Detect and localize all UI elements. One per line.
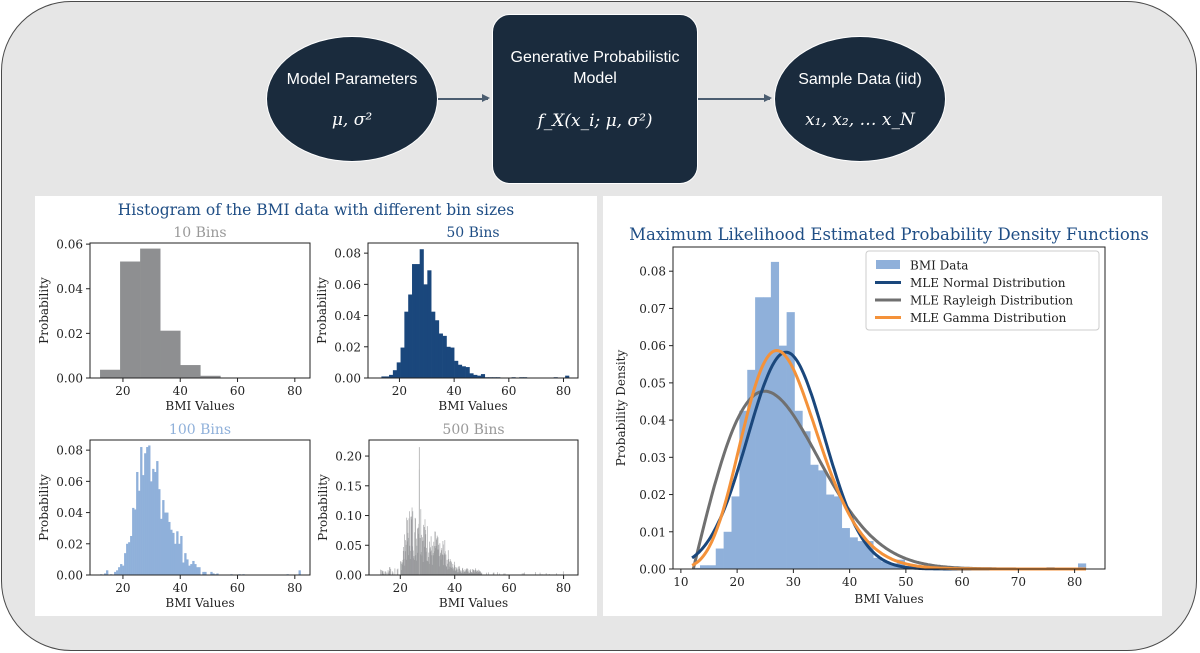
svg-text:BMI Values: BMI Values bbox=[165, 399, 234, 413]
generative-model-label-line2: Model bbox=[573, 70, 617, 87]
generative-model-math: f_X(x_i; μ, σ²) bbox=[537, 111, 653, 131]
svg-text:BMI Values: BMI Values bbox=[854, 592, 923, 606]
svg-text:10 Bins: 10 Bins bbox=[173, 225, 226, 241]
svg-text:500 Bins: 500 Bins bbox=[442, 422, 504, 438]
mle-chart: Maximum Likelihood Estimated Probability… bbox=[614, 225, 1149, 606]
svg-text:0.04: 0.04 bbox=[334, 309, 361, 323]
histogram-panel: Histogram of the BMI data with different… bbox=[35, 196, 597, 616]
histogram-100-bins: 20 40 60 80 0.00 0.02 0.04 0.06 0.08 BMI Values Pr… bbox=[37, 422, 311, 610]
svg-text:BMI Data: BMI Data bbox=[910, 259, 968, 273]
sample-data-math: x₁, x₂, … x_N bbox=[805, 109, 915, 130]
svg-text:0.06: 0.06 bbox=[56, 238, 83, 252]
svg-text:0.03: 0.03 bbox=[639, 451, 666, 465]
svg-text:0.00: 0.00 bbox=[334, 372, 361, 386]
svg-text:0.02: 0.02 bbox=[639, 488, 666, 502]
histogram-panel-title: Histogram of the BMI data with different… bbox=[118, 201, 515, 219]
svg-text:0.05: 0.05 bbox=[335, 539, 362, 553]
model-parameters-math: μ, σ² bbox=[331, 109, 373, 130]
svg-text:BMI Values: BMI Values bbox=[438, 399, 507, 413]
arrow-model-to-samples bbox=[698, 95, 772, 101]
svg-text:0.08: 0.08 bbox=[56, 444, 83, 458]
svg-text:MLE Gamma Distribution: MLE Gamma Distribution bbox=[910, 311, 1067, 325]
svg-text:40: 40 bbox=[173, 581, 188, 595]
svg-text:0.06: 0.06 bbox=[639, 339, 666, 353]
svg-text:Probability: Probability bbox=[37, 277, 51, 344]
svg-text:60: 60 bbox=[954, 575, 969, 589]
mle-pdf-plot: 10 20 30 40 50 60 70 80 0.00 0.01 0.02 0.03 0.04 0.05… bbox=[614, 246, 1106, 606]
svg-text:0.08: 0.08 bbox=[334, 247, 361, 261]
svg-text:0.04: 0.04 bbox=[56, 506, 83, 520]
svg-text:40: 40 bbox=[447, 581, 462, 595]
chart-legend: BMI Data MLE Normal Distribution MLE Rayle… bbox=[865, 250, 1100, 331]
svg-text:70: 70 bbox=[1011, 575, 1026, 589]
svg-text:MLE Rayleigh Distribution: MLE Rayleigh Distribution bbox=[910, 294, 1073, 308]
svg-text:0.10: 0.10 bbox=[335, 509, 362, 523]
svg-text:80: 80 bbox=[556, 581, 571, 595]
svg-text:80: 80 bbox=[556, 384, 571, 398]
model-parameters-node: Model Parameters μ, σ² bbox=[266, 36, 438, 162]
svg-text:50 Bins: 50 Bins bbox=[446, 225, 499, 241]
svg-text:0.04: 0.04 bbox=[639, 414, 666, 428]
svg-text:BMI Values: BMI Values bbox=[439, 596, 508, 610]
svg-text:80: 80 bbox=[287, 384, 302, 398]
svg-text:Probability: Probability bbox=[315, 277, 329, 344]
svg-text:Probability Density: Probability Density bbox=[614, 350, 628, 467]
histogram-500-bins: 20 40 60 80 0.00 0.05 0.10 0.15 0.20 BMI Values Pr… bbox=[316, 422, 579, 610]
generative-model-label-line1: Generative Probabilistic bbox=[510, 49, 680, 66]
svg-text:0.00: 0.00 bbox=[56, 372, 83, 386]
svg-text:Probability: Probability bbox=[37, 474, 51, 541]
svg-text:100 Bins: 100 Bins bbox=[169, 422, 231, 438]
model-parameters-label: Model Parameters bbox=[286, 70, 418, 88]
svg-text:20: 20 bbox=[115, 384, 130, 398]
histogram-50-bins: 20 40 60 80 0.00 0.02 0.04 0.06 0.08 BMI Values Pr… bbox=[315, 225, 579, 413]
svg-text:60: 60 bbox=[230, 384, 245, 398]
svg-text:0.04: 0.04 bbox=[56, 282, 83, 296]
histogram-grid: Histogram of the BMI data with different… bbox=[37, 201, 579, 610]
svg-text:50: 50 bbox=[898, 575, 913, 589]
sample-data-node: Sample Data (iid) x₁, x₂, … x_N bbox=[774, 36, 946, 162]
svg-text:80: 80 bbox=[287, 581, 302, 595]
svg-text:BMI Values: BMI Values bbox=[165, 596, 234, 610]
svg-text:20: 20 bbox=[393, 581, 408, 595]
svg-text:60: 60 bbox=[230, 581, 245, 595]
svg-text:0.20: 0.20 bbox=[335, 450, 362, 464]
svg-text:0.15: 0.15 bbox=[335, 479, 362, 493]
svg-text:20: 20 bbox=[115, 581, 130, 595]
svg-text:0.08: 0.08 bbox=[639, 265, 666, 279]
svg-text:30: 30 bbox=[786, 575, 801, 589]
svg-text:0.06: 0.06 bbox=[56, 475, 83, 489]
mle-panel-title: Maximum Likelihood Estimated Probability… bbox=[629, 225, 1149, 244]
svg-text:0.00: 0.00 bbox=[56, 569, 83, 583]
svg-text:0.06: 0.06 bbox=[334, 278, 361, 292]
svg-text:80: 80 bbox=[1067, 575, 1082, 589]
svg-text:60: 60 bbox=[501, 384, 516, 398]
svg-text:40: 40 bbox=[446, 384, 461, 398]
svg-text:40: 40 bbox=[173, 384, 188, 398]
svg-text:0.02: 0.02 bbox=[56, 327, 83, 341]
svg-text:MLE Normal Distribution: MLE Normal Distribution bbox=[910, 276, 1066, 290]
svg-text:0.00: 0.00 bbox=[639, 563, 666, 577]
svg-text:0.07: 0.07 bbox=[639, 302, 666, 316]
svg-text:Probability: Probability bbox=[316, 474, 330, 541]
svg-text:20: 20 bbox=[392, 384, 407, 398]
arrow-params-to-model bbox=[438, 95, 490, 101]
generative-model-node: Generative Probabilistic Model f_X(x_i; … bbox=[492, 14, 698, 184]
svg-text:0.05: 0.05 bbox=[639, 376, 666, 390]
svg-text:0.00: 0.00 bbox=[335, 569, 362, 583]
svg-text:10: 10 bbox=[673, 575, 688, 589]
histogram-10-bins: 20 40 60 80 0.00 0.02 0.04 0.06 BMI Values Probab… bbox=[37, 225, 311, 413]
svg-text:20: 20 bbox=[729, 575, 744, 589]
svg-text:60: 60 bbox=[502, 581, 517, 595]
svg-text:0.02: 0.02 bbox=[334, 340, 361, 354]
svg-text:40: 40 bbox=[842, 575, 857, 589]
svg-text:0.01: 0.01 bbox=[639, 525, 666, 539]
svg-text:0.02: 0.02 bbox=[56, 537, 83, 551]
sample-data-label: Sample Data (iid) bbox=[798, 70, 922, 88]
mle-panel: Maximum Likelihood Estimated Probability… bbox=[603, 196, 1162, 616]
